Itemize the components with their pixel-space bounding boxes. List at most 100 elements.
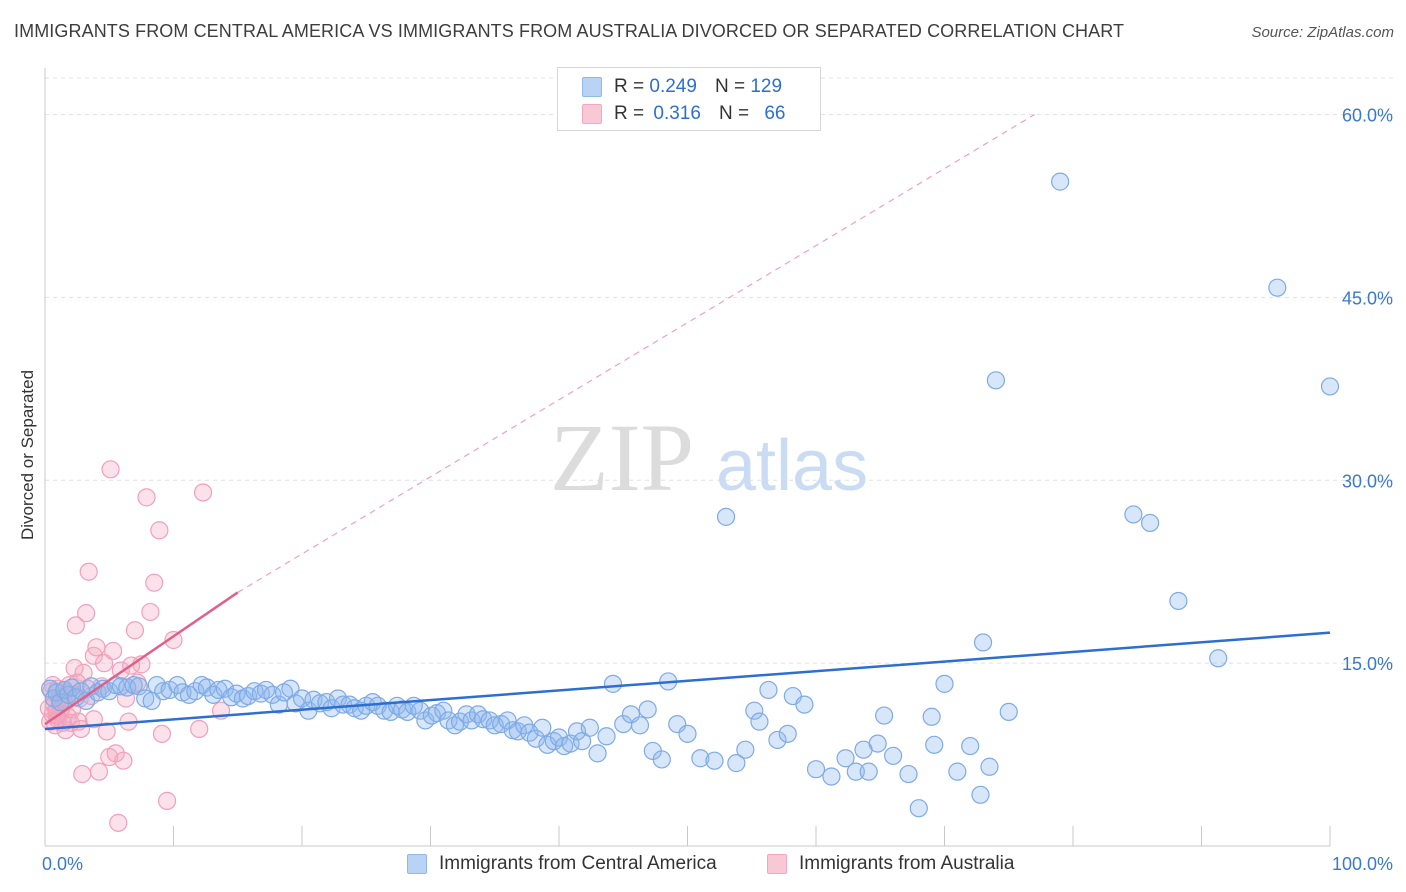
trend-lines (44, 114, 1331, 731)
trend-line-australia-extension (237, 114, 1035, 593)
legend-swatch-pink (582, 104, 602, 124)
n-value: 66 (764, 103, 786, 124)
trend-line-central-america (44, 631, 1331, 731)
data-point-central-america (1268, 278, 1287, 297)
x-tick-label: 0.0% (42, 854, 83, 874)
data-point-central-america (597, 727, 616, 746)
data-point-central-america (859, 762, 878, 781)
data-point-central-america (973, 633, 993, 652)
data-point-central-america (549, 728, 569, 747)
data-point-australia (84, 710, 103, 729)
data-point-australia (145, 573, 164, 592)
x-tick-labels: 0.0% 100.0% (42, 854, 1393, 874)
legend-swatch-blue (407, 854, 427, 874)
data-point-central-america (727, 754, 746, 773)
r-label: R = (614, 76, 645, 97)
data-point-central-america (909, 799, 928, 818)
data-point-central-america (434, 701, 453, 720)
chart-title: IMMIGRANTS FROM CENTRAL AMERICA VS IMMIG… (14, 21, 1125, 41)
data-point-central-america (736, 740, 755, 759)
data-point-australia (101, 460, 120, 479)
legend-swatch-pink (767, 854, 787, 874)
data-point-central-america (111, 677, 130, 696)
data-point-central-america (1320, 377, 1340, 396)
correlation-legend: R = 0.249 N = 129 R = 0.316 N = 66 (557, 67, 821, 131)
data-point-central-america (745, 701, 764, 720)
data-point-australia (109, 813, 128, 832)
r-value: 0.316 (653, 103, 701, 124)
data-point-central-america (678, 724, 697, 743)
y-tick-label: 60.0% (1342, 106, 1393, 126)
data-point-central-america (480, 711, 499, 730)
data-point-australia (79, 562, 98, 581)
data-point-central-america (795, 695, 814, 714)
data-point-central-america (263, 685, 282, 704)
data-point-australia (106, 744, 125, 763)
data-point-central-america (62, 678, 82, 697)
data-point-australia (65, 658, 84, 678)
data-point-central-america (603, 674, 623, 693)
legend-row-australia: R = 0.316 N = 66 (582, 101, 785, 127)
data-point-central-america (1140, 513, 1160, 533)
legend-label: Immigrants from Central America (439, 853, 717, 874)
data-point-central-america (883, 746, 903, 765)
n-label: N = (718, 103, 750, 124)
data-point-australia (89, 762, 109, 781)
data-point-central-america (526, 729, 545, 748)
y-tick-labels: 15.0% 30.0% 45.0% 60.0% (1342, 106, 1393, 675)
data-point-central-america (868, 734, 887, 753)
data-point-central-america (716, 507, 736, 526)
data-point-australia (77, 604, 96, 623)
x-tick-label: 100.0% (1332, 854, 1393, 874)
data-point-central-america (759, 680, 778, 700)
data-point-central-america (925, 735, 944, 754)
data-point-australia (95, 654, 114, 673)
data-point-australia (73, 764, 92, 784)
data-point-australia (150, 521, 169, 540)
australia-points (39, 460, 231, 832)
data-point-central-america (935, 674, 954, 693)
legend-row-central-america: R = 0.249 N = 129 (582, 74, 782, 100)
data-point-australia (193, 483, 213, 502)
data-point-australia (157, 791, 177, 810)
data-point-central-america (588, 744, 607, 763)
trend-line-australia (44, 591, 239, 726)
data-point-central-america (197, 678, 217, 697)
data-point-central-america (986, 371, 1006, 390)
data-point-central-america (750, 712, 769, 731)
source-label: Source: ZipAtlas.com (1251, 24, 1394, 41)
data-point-central-america (822, 767, 841, 786)
data-point-central-america (474, 710, 493, 729)
data-point-central-america (922, 707, 941, 726)
data-point-central-america (806, 760, 826, 779)
r-label: R = (614, 103, 645, 124)
data-point-australia (190, 719, 209, 739)
data-point-central-america (533, 718, 552, 737)
data-point-central-america (468, 705, 488, 724)
data-point-australia (164, 630, 183, 650)
y-tick-label: 15.0% (1342, 654, 1393, 674)
data-point-central-america (638, 700, 657, 719)
n-value: 129 (750, 76, 783, 97)
data-point-australia (97, 722, 116, 741)
data-point-central-america (450, 712, 470, 731)
data-point-central-america (204, 685, 223, 704)
y-tick-label: 30.0% (1342, 471, 1393, 491)
data-point-central-america (334, 695, 353, 714)
data-point-central-america (875, 706, 894, 725)
data-point-central-america (980, 757, 999, 776)
data-point-central-america (768, 730, 787, 750)
data-point-central-america (705, 751, 724, 770)
data-point-central-america (580, 718, 599, 737)
legend-label: Immigrants from Australia (799, 853, 1015, 874)
data-point-central-america (1169, 591, 1188, 611)
data-point-central-america (1124, 505, 1143, 524)
y-tick-label: 45.0% (1342, 288, 1393, 308)
legend-item-australia: Immigrants from Australia (767, 851, 1014, 877)
data-point-central-america (961, 736, 980, 756)
legend-item-central-america: Immigrants from Central America (407, 851, 717, 877)
data-point-central-america (1051, 172, 1070, 191)
data-point-australia (125, 621, 145, 640)
data-point-central-america (1209, 649, 1228, 668)
